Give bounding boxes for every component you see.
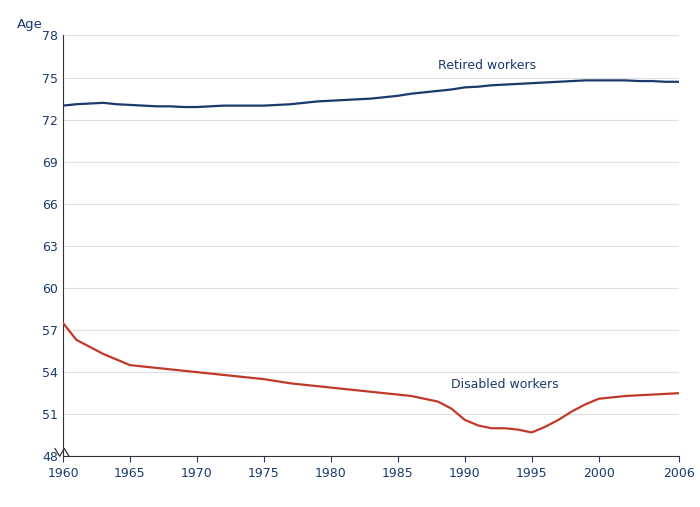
Text: Retired workers: Retired workers [438, 59, 536, 72]
Text: Disabled workers: Disabled workers [452, 378, 559, 391]
Y-axis label: Age: Age [17, 18, 43, 31]
